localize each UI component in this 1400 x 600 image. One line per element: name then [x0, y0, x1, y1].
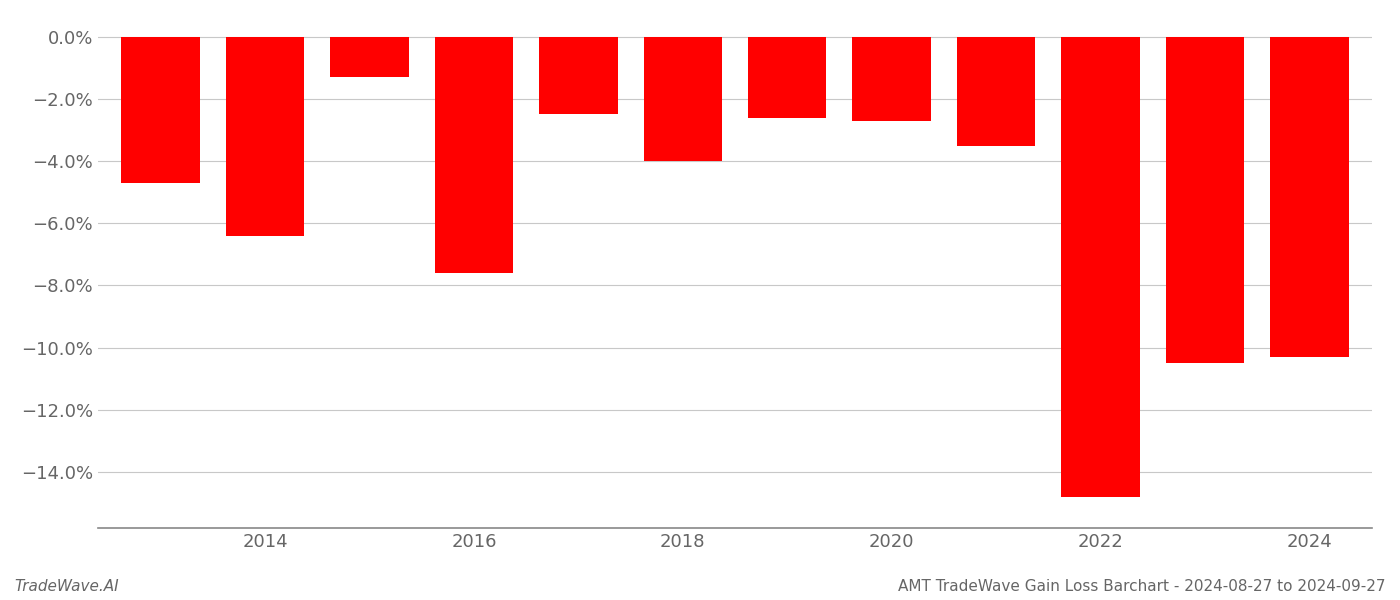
Bar	[225, 37, 304, 236]
Bar	[122, 37, 200, 183]
Text: TradeWave.AI: TradeWave.AI	[14, 579, 119, 594]
Bar	[644, 37, 722, 161]
Bar	[958, 37, 1035, 146]
Text: AMT TradeWave Gain Loss Barchart - 2024-08-27 to 2024-09-27: AMT TradeWave Gain Loss Barchart - 2024-…	[899, 579, 1386, 594]
Bar	[1166, 37, 1245, 363]
Bar	[435, 37, 512, 273]
Bar	[330, 37, 409, 77]
Bar	[853, 37, 931, 121]
Bar	[1270, 37, 1348, 357]
Bar	[539, 37, 617, 115]
Bar	[1061, 37, 1140, 497]
Bar	[748, 37, 826, 118]
